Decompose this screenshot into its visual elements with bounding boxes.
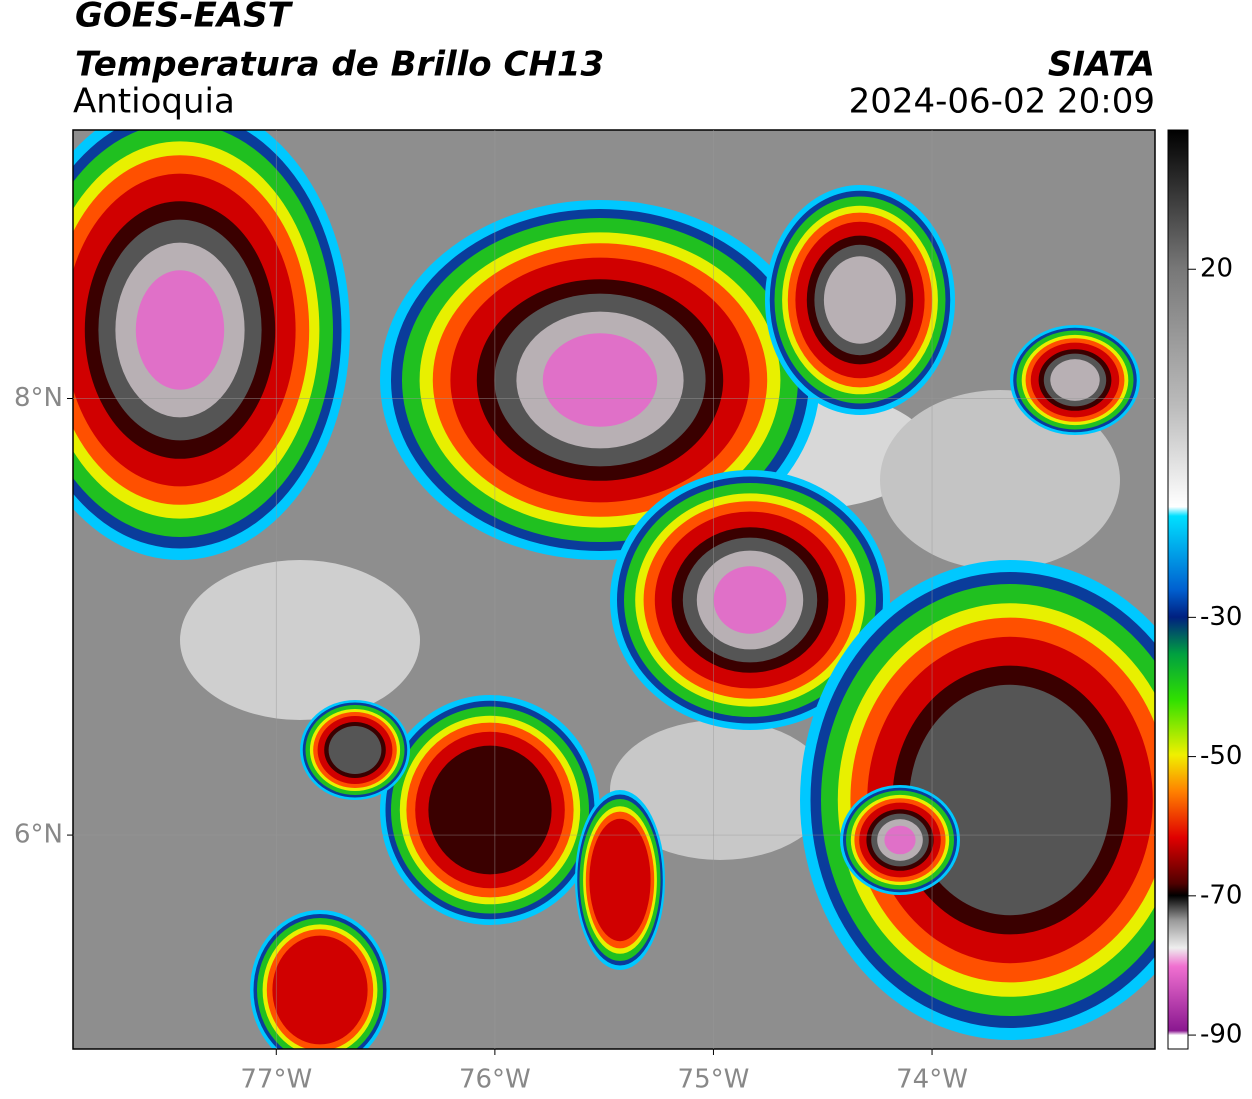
colorbar-tick-label: -30 xyxy=(1200,602,1242,632)
cloud-contour xyxy=(428,745,552,875)
cloud-contour xyxy=(135,270,225,390)
cloud-contour xyxy=(328,726,382,774)
colorbar-tick-label: 20 xyxy=(1200,254,1233,284)
x-tick-label: 77°W xyxy=(240,1065,312,1095)
cloud-contour xyxy=(713,566,787,634)
title: GOES-EAST xyxy=(75,0,294,36)
colorbar-tick-label: -70 xyxy=(1200,880,1242,910)
cloud-contour xyxy=(909,684,1111,916)
satellite-imagery xyxy=(73,130,1155,1049)
y-tick-label: 6°N xyxy=(14,820,63,850)
cloud-contour xyxy=(823,256,897,344)
x-tick-label: 75°W xyxy=(678,1065,750,1095)
colorbar-tick-label: -90 xyxy=(1200,1020,1242,1050)
y-tick-label: 8°N xyxy=(14,383,63,413)
datetime: 2024-06-02 20:09 xyxy=(849,82,1155,122)
subtitle: Temperatura de Brillo CH13 xyxy=(75,45,604,85)
cloud-contour xyxy=(272,935,368,1045)
cloud-contour xyxy=(542,333,658,427)
map-frame xyxy=(72,129,1156,1050)
source: SIATA xyxy=(1048,45,1155,85)
colorbar xyxy=(1167,129,1189,1050)
colorbar-tick-label: -50 xyxy=(1200,741,1242,771)
x-tick-label: 74°W xyxy=(896,1065,968,1095)
x-tick-label: 76°W xyxy=(459,1065,531,1095)
region: Antioquia xyxy=(73,82,235,122)
cloud-contour xyxy=(884,825,916,855)
cloud-contour xyxy=(1050,359,1100,401)
cloud-contour xyxy=(589,818,651,942)
